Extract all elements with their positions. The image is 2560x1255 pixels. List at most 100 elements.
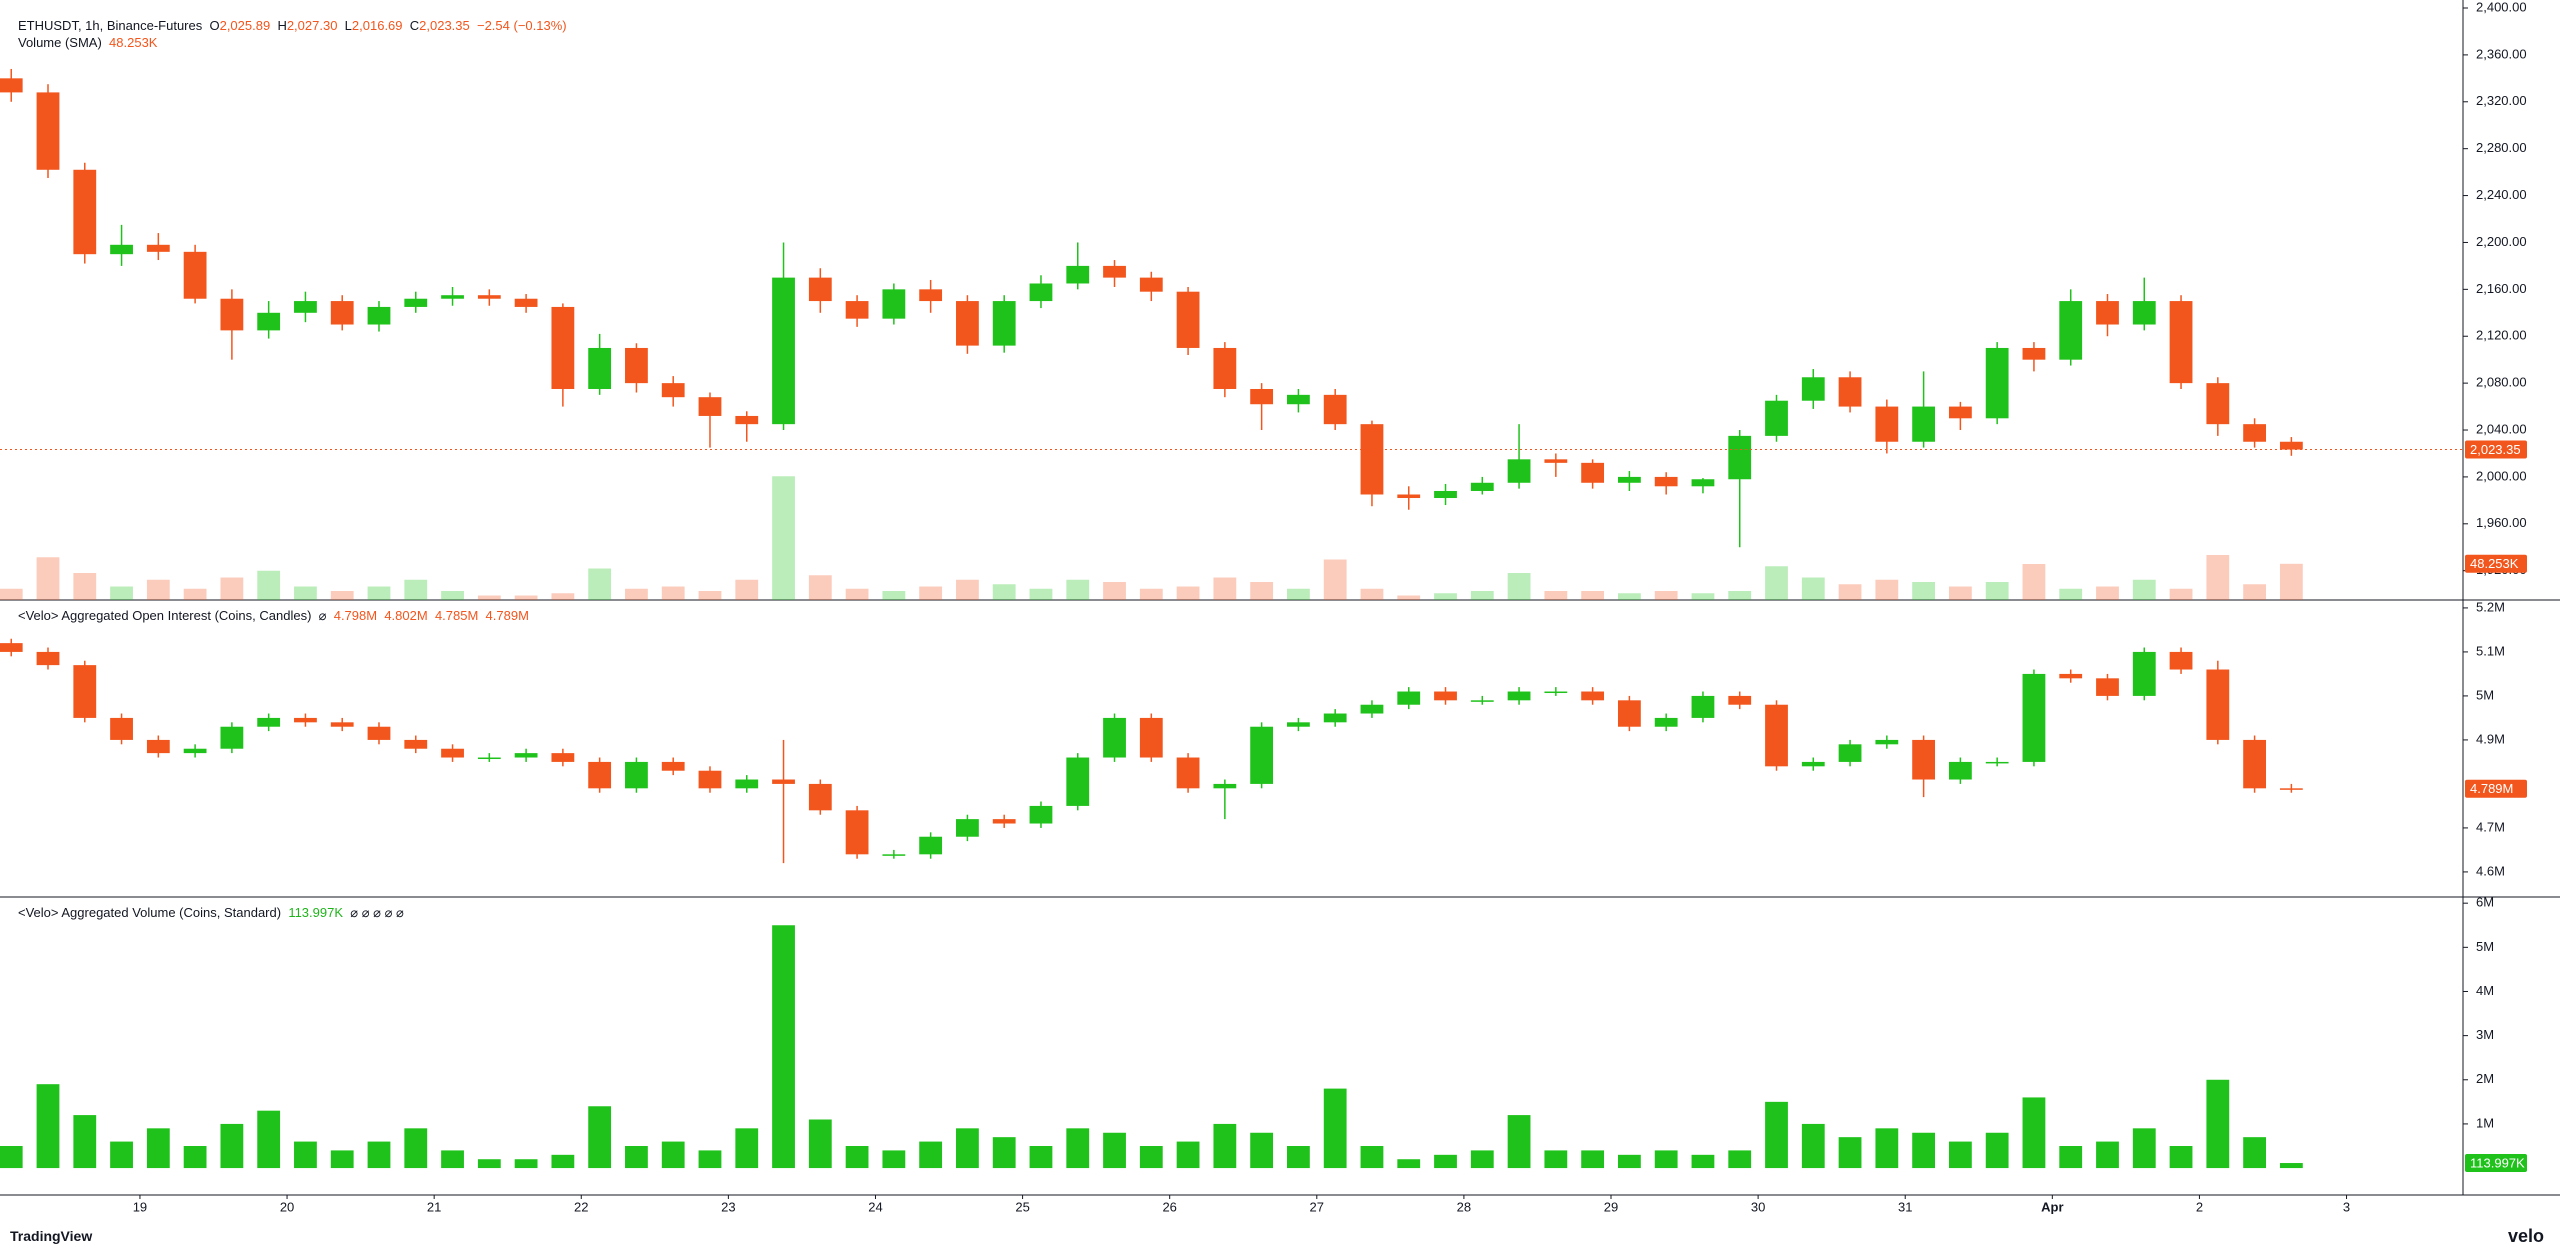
y-tick-label: 2,160.00 [2476, 281, 2527, 296]
candle-body [1176, 291, 1200, 348]
candle-body [1985, 347, 2009, 419]
agg-volume-legend: <Velo> Aggregated Volume (Coins, Standar… [18, 905, 404, 921]
candle-body [1323, 713, 1347, 723]
volume-bar [183, 1145, 207, 1169]
agg-volume-value: 113.997K [288, 905, 344, 920]
volume-bar [1544, 1150, 1568, 1169]
candle-body [1948, 761, 1972, 780]
volume-bar [330, 1150, 354, 1169]
candle-body [956, 819, 979, 837]
candle-body [367, 306, 391, 325]
volume-bar [1066, 579, 1090, 600]
candle-body [2206, 669, 2230, 740]
volume-bar [625, 588, 648, 600]
volume-bar [404, 579, 428, 600]
volume-bar [882, 591, 906, 600]
volume-bar [1029, 588, 1053, 600]
candle-body [698, 397, 722, 416]
candle-body [1029, 805, 1053, 824]
candle-body [1875, 739, 1899, 745]
candle-body [772, 779, 795, 784]
volume-bar [698, 1150, 722, 1169]
oi-value: 4.798M [333, 608, 378, 623]
legend-key: L [344, 18, 352, 33]
y-tick-label: 2,120.00 [2476, 328, 2527, 343]
volume-bar [1029, 1145, 1053, 1169]
volume-title: Volume (SMA) [18, 35, 102, 50]
volume-bar [1617, 593, 1641, 600]
volume-bar [735, 579, 759, 600]
x-tick-label: 3 [2343, 1199, 2350, 1214]
candle-body [404, 739, 428, 749]
candle-body [2206, 383, 2230, 425]
volume-bar [919, 586, 943, 600]
volume-legend: Volume (SMA) 48.253K [18, 35, 157, 51]
volume-bar [1103, 1132, 1126, 1169]
volume-bar [1360, 1145, 1384, 1169]
candle-body [1507, 691, 1531, 701]
candle-body [1066, 265, 1090, 284]
volume-bar [956, 579, 979, 600]
volume-bar [1875, 579, 1899, 600]
volume-bar [808, 575, 832, 600]
volume-bar [1176, 586, 1200, 600]
candle-body [1654, 717, 1678, 727]
volume-bar [1397, 1159, 1421, 1169]
volume-bar [2279, 1163, 2303, 1169]
volume-bar [1728, 1150, 1752, 1169]
candle-body [588, 347, 612, 389]
candle-body [477, 757, 501, 760]
volume-bar [1765, 1101, 1788, 1169]
candle-body [1765, 704, 1788, 767]
candle-body [1875, 406, 1899, 442]
candle-body [1213, 783, 1237, 789]
volume-bar [73, 573, 97, 600]
volume-bar [330, 591, 354, 600]
candle-body [1617, 476, 1641, 483]
candle-body [625, 347, 648, 384]
volume-bar [845, 1145, 869, 1169]
candle-body [551, 753, 575, 762]
x-tick-label: 26 [1162, 1199, 1176, 1214]
volume-bar [146, 579, 170, 600]
x-tick-label: 27 [1310, 1199, 1324, 1214]
brand: TradingView [10, 1228, 93, 1244]
candle-body [1066, 757, 1090, 806]
candle-body [772, 277, 795, 425]
candle-body [2279, 441, 2303, 450]
candle-body [294, 717, 317, 723]
candle-body [1250, 388, 1274, 405]
candle-body [588, 761, 612, 789]
candle-body [2022, 673, 2046, 762]
candle-body [992, 301, 1016, 346]
last-value-label: 4.789M [2470, 781, 2513, 796]
volume-bar [220, 1123, 244, 1169]
volume-bar [1434, 593, 1457, 600]
candle-body [1213, 347, 1237, 389]
x-tick-label: 19 [133, 1199, 147, 1214]
volume-bar [1838, 1137, 1862, 1169]
volume-value: 48.253K [109, 35, 158, 50]
volume-bar [551, 1154, 575, 1169]
candle-body [992, 819, 1016, 824]
candle-body [1397, 691, 1421, 705]
candle-body [882, 289, 906, 319]
candle-body [1912, 739, 1936, 780]
y-tick-label: 5M [2476, 939, 2494, 954]
oi-value: 4.785M [434, 608, 479, 623]
candle-body [183, 748, 207, 754]
candle-body [2243, 739, 2266, 789]
candle-body [330, 301, 354, 325]
y-tick-label: 5.1M [2476, 643, 2505, 658]
y-tick-label: 3M [2476, 1027, 2494, 1042]
legend-value: 2,027.30 [286, 18, 338, 33]
volume-bar [110, 586, 133, 600]
volume-bar [625, 1145, 648, 1169]
candle-body [1728, 695, 1752, 705]
y-tick-label: 4.9M [2476, 731, 2505, 746]
candle-body [919, 836, 943, 855]
volume-bar [1066, 1128, 1090, 1169]
y-tick-label: 4M [2476, 983, 2494, 998]
candle-body [1434, 490, 1457, 499]
